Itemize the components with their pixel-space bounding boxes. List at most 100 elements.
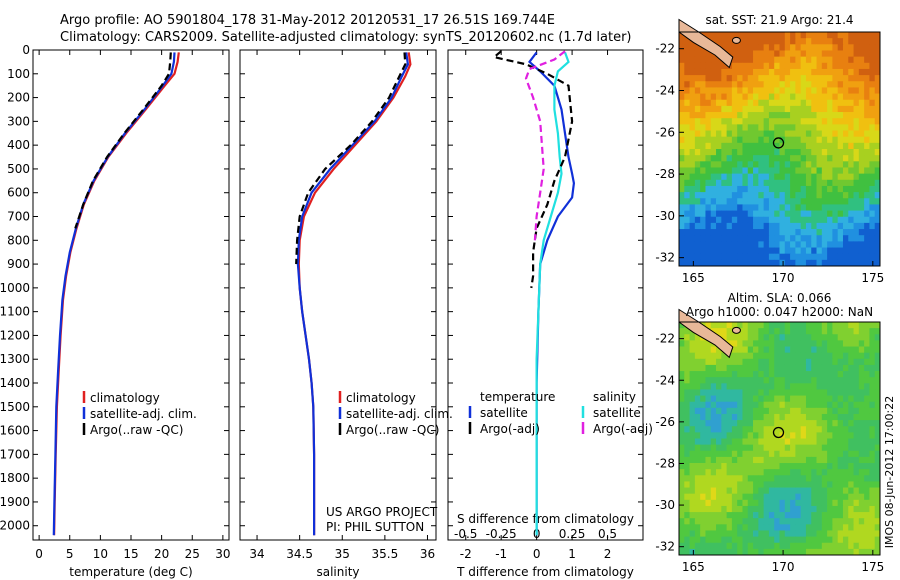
sla-map-cell [811, 401, 817, 409]
sst-map-cell [679, 124, 685, 131]
sst-map-cell [753, 93, 759, 101]
sst-map-cell [710, 235, 717, 242]
sst-map-cell [790, 68, 796, 76]
sla-map-cell [689, 358, 696, 366]
sla-map-cell [747, 481, 754, 488]
sst-map-cell [784, 112, 791, 119]
sst-map-cell [742, 50, 749, 58]
sst-map-cell [753, 124, 759, 131]
sst-map-cell [700, 130, 706, 138]
sla-map-cell [774, 536, 780, 544]
sst-map-cell [721, 161, 728, 168]
sla-map-cell [827, 536, 833, 544]
sla-map-cell [795, 426, 802, 433]
sla-map-cell [832, 389, 839, 396]
sla-map-cell [805, 420, 812, 427]
sla-map-cell [694, 420, 701, 427]
sst-map-cell [768, 204, 775, 211]
sst-map-cell [832, 210, 839, 218]
sst-map-cell [721, 179, 728, 187]
sst-map-cell [790, 87, 796, 94]
sla-map-cell [742, 383, 749, 390]
sla-map-cell [731, 438, 738, 446]
sst-map-cell [679, 204, 685, 211]
sst-map-cell [700, 99, 706, 107]
sst-map-cell [832, 229, 839, 236]
sla-map-cell [874, 426, 881, 433]
sst-map-cell [821, 130, 828, 138]
sla-map-cell [716, 346, 722, 354]
sst-map-cell [832, 259, 839, 267]
sla-map-cell [874, 499, 881, 507]
sst-map-cell [869, 216, 876, 224]
sla-map-cell [700, 542, 706, 550]
sla-map-cell [816, 518, 823, 525]
sla-map-cell [827, 322, 833, 329]
sla-map-cell [816, 395, 823, 403]
sla-map-cell [853, 413, 860, 421]
sst-map-cell [700, 142, 706, 150]
sst-map-cell [753, 44, 759, 51]
sla-map-cell [694, 401, 701, 409]
sst-map-cell [731, 161, 738, 168]
sst-map-cell [795, 112, 802, 119]
sst-map-cell [795, 32, 802, 39]
sst-map-cell [731, 216, 738, 224]
sst-map-cell [742, 253, 749, 261]
sst-map-cell [790, 62, 796, 70]
sla-map-cell [763, 401, 770, 409]
sst-map-cell [758, 142, 765, 150]
sst-map-cell [705, 149, 712, 156]
sla-map-cell [795, 432, 802, 439]
sla-map-cell [763, 475, 770, 482]
sla-map-cell [848, 548, 854, 556]
sst-map-cell [779, 124, 786, 131]
sla-map-cell [816, 352, 823, 360]
sst-map-cell [700, 149, 706, 156]
sla-map-cell [705, 548, 712, 556]
sst-map-cell [842, 93, 849, 101]
sla-map-cell [832, 444, 839, 452]
sla-map-cell [848, 463, 854, 470]
sla-map-cell [747, 518, 754, 525]
sla-map-cell [726, 401, 733, 409]
sst-map-cell [689, 161, 696, 168]
sst-map-cell [710, 155, 717, 162]
sst-map-cell [790, 179, 796, 187]
sla-map-cell [800, 438, 807, 446]
sla-map-cell [710, 444, 717, 452]
sst-map-cell [853, 235, 860, 242]
sst-map-cell [795, 142, 802, 150]
sst-map-cell [768, 93, 775, 101]
sst-map-cell [758, 253, 765, 261]
sst-map-cell [790, 105, 796, 113]
sla-map-cell [763, 383, 770, 390]
sst-map-cell [858, 253, 865, 261]
sla-map-cell [842, 426, 849, 433]
sla-map-cell [853, 469, 860, 476]
sst-map-cell [827, 142, 833, 150]
sst-map-cell [790, 192, 796, 199]
sla-map-cell [679, 371, 685, 378]
sla-map-cell [837, 536, 844, 544]
sla-map-cell [694, 334, 701, 341]
sla-map-cell [784, 499, 791, 507]
sst-map-cell [784, 185, 791, 193]
sla-map-cell [869, 377, 876, 384]
sst-map-cell [827, 99, 833, 107]
sla-map-cell [821, 328, 828, 335]
sst-map-cell [790, 38, 796, 45]
sst-map-cell [705, 136, 712, 144]
sla-map-cell [864, 542, 870, 550]
sla-map-cell [742, 364, 749, 372]
sla-map-cell [731, 536, 738, 544]
sla-map-cell [705, 438, 712, 446]
sst-map-cell [827, 112, 833, 119]
sst-map-cell [774, 87, 780, 94]
diff-xtick-label-0: -2 [460, 547, 472, 561]
sst-map-cell [853, 155, 860, 162]
sst-map-cell [705, 118, 712, 125]
sla-map-cell [753, 340, 759, 347]
sst-map-cell [737, 62, 743, 70]
